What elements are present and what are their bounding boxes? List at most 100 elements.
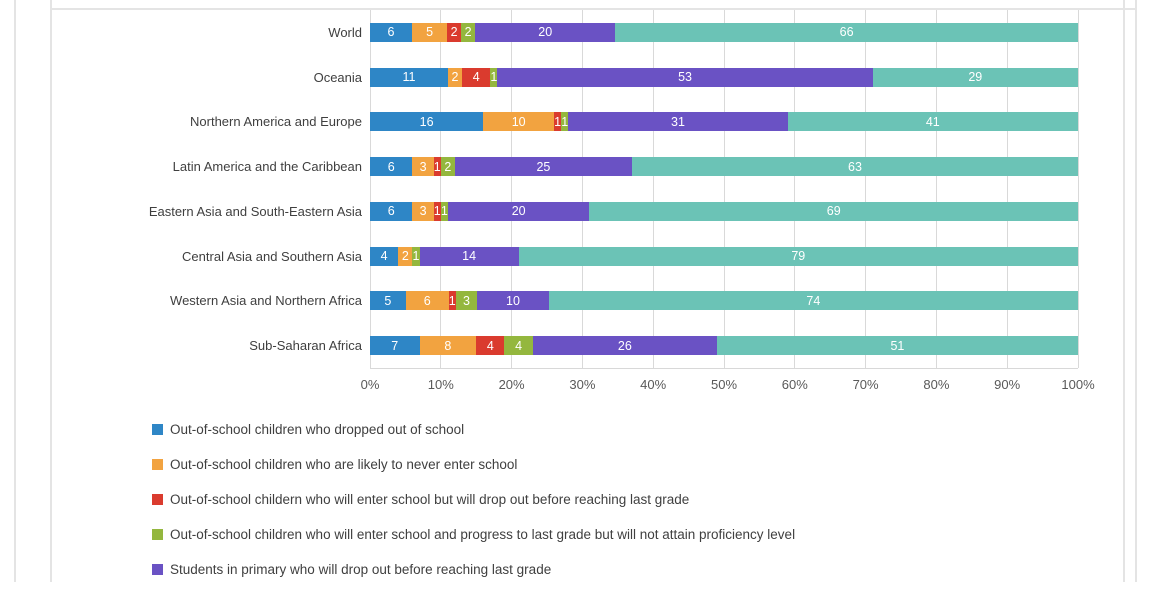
segment-value-label: 8: [444, 338, 452, 353]
bar-segment: 5: [412, 22, 448, 42]
gridline: [935, 10, 937, 368]
bar-segment: 2: [461, 22, 476, 42]
x-tick-label: 80%: [923, 377, 950, 392]
bar-segment: 2: [440, 157, 455, 177]
gridline: [440, 10, 442, 368]
bar-segment: 3: [412, 201, 434, 221]
bar-segment: 4: [370, 246, 399, 266]
segment-value-label: 25: [536, 159, 551, 174]
segment-value-label: 74: [806, 293, 821, 308]
legend-label: Out-of-school children who will enter sc…: [170, 526, 796, 542]
bar-segment: 3: [455, 291, 478, 311]
segment-value-label: 14: [462, 248, 477, 263]
segment-value-label: 7: [391, 338, 399, 353]
bar-segment: 4: [504, 336, 533, 356]
segment-value-label: 4: [472, 69, 480, 84]
x-tick-label: 100%: [1061, 377, 1095, 392]
segment-value-label: 1: [433, 159, 441, 174]
gridline: [511, 10, 513, 368]
legend-item: Out-of-school children who will enter sc…: [152, 525, 795, 543]
bar-segment: 6: [370, 201, 413, 221]
bar-segment: 53: [497, 67, 873, 87]
segment-value-label: 1: [554, 114, 562, 129]
segment-value-label: 10: [511, 114, 526, 129]
gridline: [794, 10, 796, 368]
segment-value-label: 5: [426, 25, 434, 40]
bar-segment: 4: [476, 336, 505, 356]
x-tick-label: 40%: [640, 377, 667, 392]
bar-segment: 1: [433, 201, 441, 221]
segment-value-label: 79: [791, 248, 806, 263]
chart-legend: Out-of-school children who dropped out o…: [152, 420, 795, 595]
segment-value-label: 31: [671, 114, 685, 129]
legend-swatch-icon: [152, 493, 163, 505]
frame-rule-left-outer: [14, 0, 16, 582]
category-label: Sub-Saharan Africa: [249, 338, 362, 354]
bar-segment: 66: [615, 22, 1078, 42]
x-tick-label: 60%: [781, 377, 808, 392]
x-tick-label: 90%: [994, 377, 1021, 392]
x-tick-label: 50%: [710, 377, 738, 392]
bar-segment: 25: [454, 157, 632, 177]
gridline: [723, 10, 725, 368]
segment-value-label: 3: [419, 204, 427, 219]
bar-segment: 1: [490, 67, 498, 87]
segment-value-label: 3: [463, 293, 470, 308]
segment-value-label: 69: [826, 204, 841, 219]
segment-value-label: 66: [839, 25, 854, 40]
x-tick-label: 30%: [569, 377, 596, 392]
segment-value-label: 2: [464, 25, 472, 40]
segment-value-label: 2: [444, 159, 452, 174]
gridline: [652, 10, 654, 368]
chart-row: 16 10 1 1 31 41: [370, 112, 1078, 132]
bar-segment: 14: [419, 246, 519, 266]
legend-label: Students in primary who will drop out be…: [170, 561, 552, 577]
chart-row: 6 5 2 2 20 66: [370, 22, 1078, 42]
legend-label: Out-of-school children who are likely to…: [170, 456, 518, 472]
segment-value-label: 4: [380, 248, 388, 263]
segment-value-label: 4: [486, 338, 494, 353]
segment-value-label: 2: [401, 248, 409, 263]
legend-swatch-icon: [152, 423, 163, 435]
gridline: [581, 10, 583, 368]
segment-value-label: 2: [450, 25, 458, 40]
segment-value-label: 20: [538, 25, 553, 40]
chart-row: 5 6 1 3 10 74: [370, 291, 1078, 311]
legend-item: Out-of-school childern who will enter sc…: [152, 490, 795, 508]
segment-value-label: 2: [451, 69, 459, 84]
segment-value-label: 3: [419, 159, 427, 174]
segment-value-label: 26: [617, 338, 632, 353]
segment-value-label: 29: [968, 69, 983, 84]
legend-swatch-icon: [152, 458, 163, 470]
bar-segment: 3: [412, 157, 434, 177]
bar-segment: 20: [447, 201, 590, 221]
segment-value-label: 63: [848, 159, 862, 174]
bar-segment: 63: [631, 157, 1078, 177]
x-tick-label: 20%: [498, 377, 525, 392]
segment-value-label: 11: [402, 69, 416, 84]
category-label: Western Asia and Northern Africa: [170, 293, 362, 309]
legend-item: Out-of-school children who are likely to…: [152, 455, 795, 473]
segment-value-label: 6: [423, 293, 431, 308]
plot-area: 6 5 2 2 20 66 11 2 4 1 53 29 16 10 1 1 31 41 6 3 1 2 25 63 6 3 1 1 2…: [369, 10, 1079, 369]
bar-segment: 1: [412, 246, 420, 266]
bar-segment: 5: [370, 291, 406, 311]
bar-segment: 79: [518, 246, 1078, 266]
segment-value-label: 16: [419, 114, 434, 129]
segment-value-label: 1: [433, 204, 441, 219]
bar-segment: 1: [433, 157, 441, 177]
x-tick-label: 0%: [360, 377, 380, 392]
bar-segment: 51: [716, 336, 1078, 356]
gridline: [1006, 10, 1008, 368]
bar-segment: 2: [447, 22, 462, 42]
segment-value-label: 1: [440, 204, 448, 219]
legend-item: Out-of-school children who dropped out o…: [152, 420, 795, 438]
bar-segment: 69: [589, 201, 1078, 221]
legend-label: Out-of-school childern who will enter sc…: [170, 491, 690, 507]
segment-value-label: 53: [678, 69, 692, 84]
bar-segment: 20: [475, 22, 616, 42]
x-tick-label: 10%: [427, 377, 454, 392]
bar-segment: 2: [398, 246, 413, 266]
segment-value-label: 5: [384, 293, 392, 308]
frame-rule-right-inner: [1123, 0, 1125, 582]
